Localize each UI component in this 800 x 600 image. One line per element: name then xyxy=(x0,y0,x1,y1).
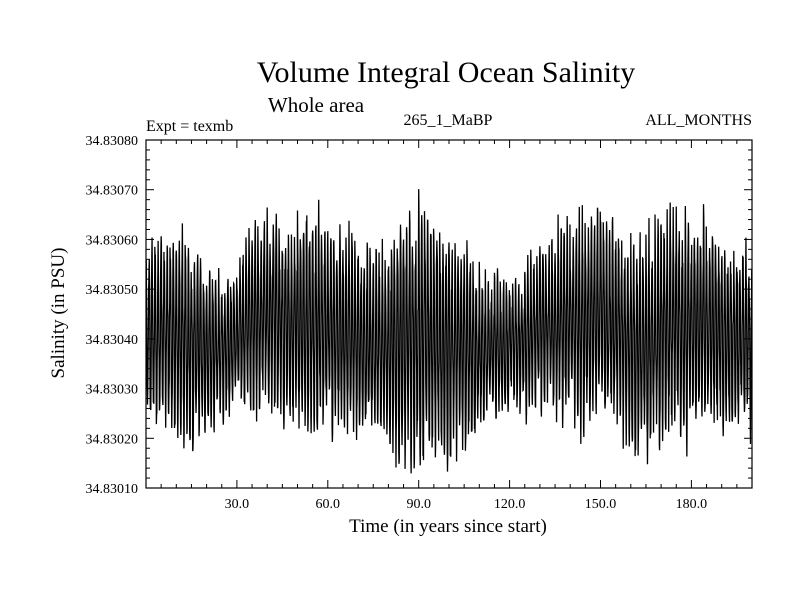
y-axis-label: Salinity (in PSU) xyxy=(48,248,69,379)
y-tick-label: 34.83030 xyxy=(86,383,139,398)
x-tick-label: 120.0 xyxy=(494,497,526,512)
run-label: 265_1_MaBP xyxy=(404,112,493,129)
x-tick-label: 30.0 xyxy=(225,497,250,512)
plot-area: 30.0 60.0 90.0 120.0 150.0 180.0 34.83010 34.83… xyxy=(86,134,753,512)
salinity-series-line xyxy=(145,189,753,474)
x-axis-label: Time (in years since start) xyxy=(349,516,547,537)
chart-title: Volume Integral Ocean Salinity xyxy=(257,56,636,89)
x-tick-label: 90.0 xyxy=(406,497,431,512)
chart-subtitle: Whole area xyxy=(268,93,365,117)
y-tick-label: 34.83040 xyxy=(86,333,139,348)
x-tick-label: 180.0 xyxy=(676,497,708,512)
y-tick-label: 34.83080 xyxy=(86,134,139,149)
experiment-label: Expt = texmb xyxy=(146,118,233,135)
y-tick-label: 34.83070 xyxy=(86,184,139,199)
x-tick-label: 60.0 xyxy=(316,497,341,512)
x-tick-label: 150.0 xyxy=(585,497,617,512)
y-tick-label: 34.83050 xyxy=(86,283,139,298)
y-tick-label: 34.83010 xyxy=(86,482,139,497)
y-tick-label: 34.83060 xyxy=(86,233,139,248)
period-label: ALL_MONTHS xyxy=(645,112,752,129)
y-tick-label: 34.83020 xyxy=(86,432,139,447)
